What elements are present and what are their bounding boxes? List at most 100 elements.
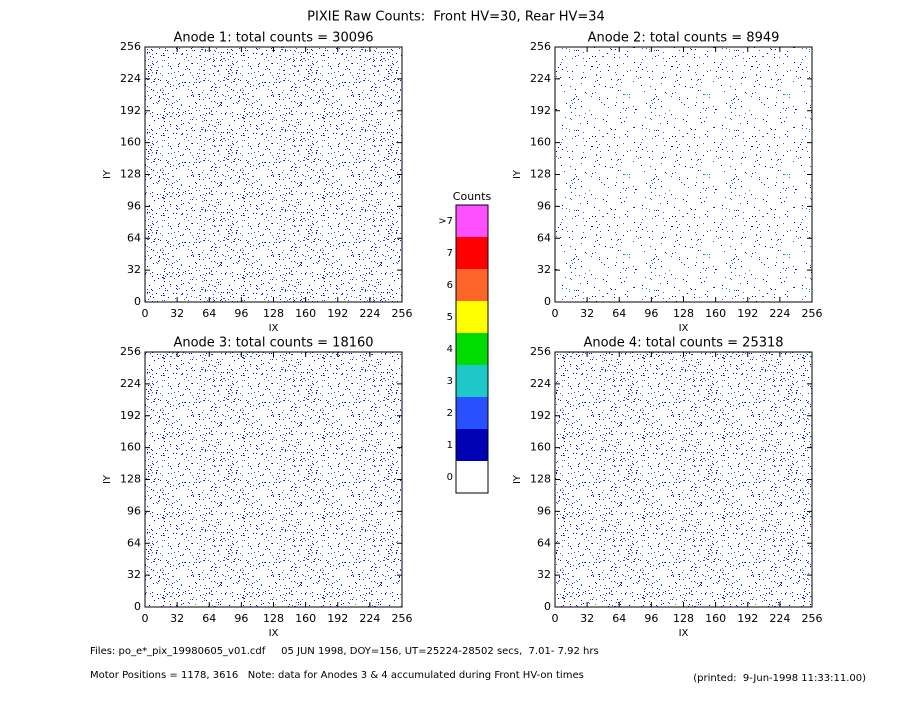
heatmap-texture xyxy=(555,47,812,302)
colorbar-label: 5 xyxy=(447,312,453,323)
x-tick-label: 224 xyxy=(359,307,380,320)
y-tick-label: 128 xyxy=(530,473,551,486)
y-tick-label: 192 xyxy=(530,409,551,422)
y-tick-label: 64 xyxy=(127,231,141,244)
x-tick-label: 96 xyxy=(644,612,658,625)
colorbar-swatch xyxy=(456,301,488,333)
x-tick-label: 160 xyxy=(295,307,316,320)
colorbar-swatch xyxy=(456,333,488,365)
x-tick-label: 0 xyxy=(552,307,559,320)
y-tick-label: 256 xyxy=(120,345,141,358)
y-tick-label: 256 xyxy=(530,345,551,358)
footer-files: Files: po_e*_pix_19980605_v01.cdf 05 JUN… xyxy=(90,646,599,657)
y-tick-label: 160 xyxy=(120,136,141,149)
heatmap-texture xyxy=(145,47,402,302)
y-tick-label: 0 xyxy=(544,295,551,308)
footer-printed: (printed: 9-Jun-1998 11:33:11.00) xyxy=(693,673,866,684)
y-tick-label: 224 xyxy=(120,377,141,390)
y-tick-label: 32 xyxy=(537,263,551,276)
y-tick-label: 128 xyxy=(120,473,141,486)
x-tick-label: 160 xyxy=(295,612,316,625)
x-tick-label: 0 xyxy=(552,612,559,625)
x-tick-label: 128 xyxy=(673,612,694,625)
x-tick-label: 160 xyxy=(705,612,726,625)
x-axis-label: IX xyxy=(269,323,279,334)
y-tick-label: 96 xyxy=(127,504,141,517)
x-tick-label: 224 xyxy=(769,307,790,320)
x-tick-label: 224 xyxy=(359,612,380,625)
x-tick-label: 32 xyxy=(170,612,184,625)
x-axis-label: IX xyxy=(679,323,689,334)
y-tick-label: 96 xyxy=(537,199,551,212)
colorbar-swatch xyxy=(456,205,488,237)
colorbar-label: 7 xyxy=(447,248,453,259)
x-tick-label: 128 xyxy=(263,612,284,625)
x-tick-label: 192 xyxy=(327,307,348,320)
y-axis-label: IY xyxy=(512,474,523,484)
colorbar-label: 4 xyxy=(447,344,453,355)
y-tick-label: 0 xyxy=(544,600,551,613)
colorbar-swatch xyxy=(456,269,488,301)
x-tick-label: 128 xyxy=(263,307,284,320)
colorbar-swatch xyxy=(456,429,488,461)
x-tick-label: 0 xyxy=(142,307,149,320)
colorbar-label: 3 xyxy=(447,376,453,387)
colorbar-swatch xyxy=(456,365,488,397)
x-tick-label: 256 xyxy=(392,307,413,320)
y-tick-label: 160 xyxy=(120,441,141,454)
colorbar-swatch xyxy=(456,461,488,493)
y-tick-label: 192 xyxy=(530,104,551,117)
x-tick-label: 256 xyxy=(802,307,823,320)
x-tick-label: 96 xyxy=(234,612,248,625)
panel-title: Anode 3: total counts = 18160 xyxy=(173,336,373,351)
x-tick-label: 64 xyxy=(612,307,626,320)
y-tick-label: 256 xyxy=(120,40,141,53)
y-tick-label: 32 xyxy=(537,568,551,581)
y-tick-label: 160 xyxy=(530,136,551,149)
y-tick-label: 128 xyxy=(120,168,141,181)
y-tick-label: 64 xyxy=(537,536,551,549)
colorbar-swatch xyxy=(456,237,488,269)
y-tick-label: 32 xyxy=(127,568,141,581)
y-tick-label: 96 xyxy=(537,504,551,517)
colorbar-label: 2 xyxy=(447,408,453,419)
x-tick-label: 0 xyxy=(142,612,149,625)
heatmap-texture xyxy=(145,352,402,607)
y-tick-label: 96 xyxy=(127,199,141,212)
y-tick-label: 192 xyxy=(120,409,141,422)
y-axis-label: IY xyxy=(512,169,523,179)
x-tick-label: 192 xyxy=(737,307,758,320)
y-tick-label: 224 xyxy=(530,377,551,390)
y-tick-label: 256 xyxy=(530,40,551,53)
y-tick-label: 0 xyxy=(134,295,141,308)
panel-title: Anode 1: total counts = 30096 xyxy=(173,31,373,46)
x-tick-label: 192 xyxy=(737,612,758,625)
y-tick-label: 128 xyxy=(530,168,551,181)
x-tick-label: 256 xyxy=(802,612,823,625)
y-tick-label: 64 xyxy=(127,536,141,549)
x-axis-label: IX xyxy=(679,628,689,639)
y-axis-label: IY xyxy=(102,474,113,484)
colorbar-label: 0 xyxy=(447,472,453,483)
y-tick-label: 224 xyxy=(120,72,141,85)
y-tick-label: 192 xyxy=(120,104,141,117)
x-tick-label: 32 xyxy=(580,612,594,625)
x-tick-label: 64 xyxy=(612,612,626,625)
x-tick-label: 192 xyxy=(327,612,348,625)
colorbar-label: >7 xyxy=(438,216,453,227)
x-tick-label: 224 xyxy=(769,612,790,625)
x-tick-label: 96 xyxy=(234,307,248,320)
panel-title: Anode 4: total counts = 25318 xyxy=(583,336,783,351)
x-tick-label: 32 xyxy=(580,307,594,320)
y-tick-label: 160 xyxy=(530,441,551,454)
figure-title: PIXIE Raw Counts: Front HV=30, Rear HV=3… xyxy=(307,10,605,25)
y-tick-label: 0 xyxy=(134,600,141,613)
footer-motor: Motor Positions = 1178, 3616 Note: data … xyxy=(90,670,584,681)
colorbar-title: Counts xyxy=(453,190,492,203)
y-tick-label: 64 xyxy=(537,231,551,244)
colorbar-swatch xyxy=(456,397,488,429)
colorbar-frame xyxy=(455,204,489,494)
colorbar-label: 6 xyxy=(447,280,453,291)
x-tick-label: 32 xyxy=(170,307,184,320)
